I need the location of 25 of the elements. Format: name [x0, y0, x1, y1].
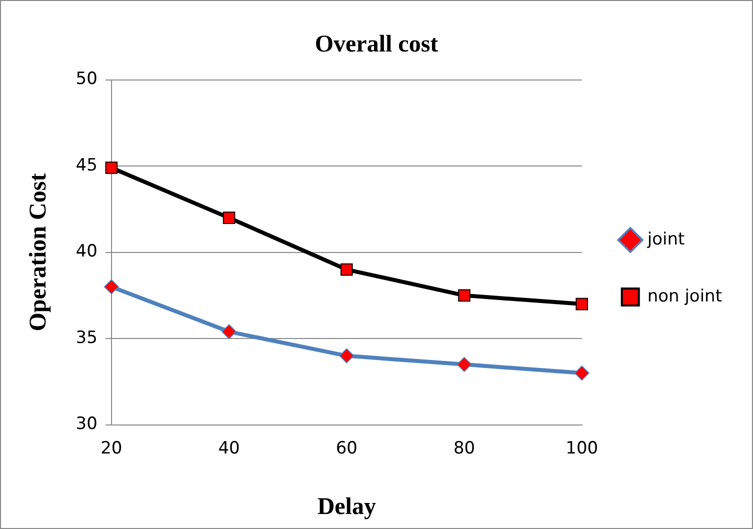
legend-label: non joint [647, 286, 722, 306]
legend-label: joint [646, 229, 685, 250]
point [458, 289, 470, 302]
point [574, 366, 590, 381]
point [222, 212, 236, 224]
point [576, 298, 588, 310]
point [456, 356, 472, 372]
point [339, 348, 354, 364]
y-tick-label: 35 [76, 328, 98, 348]
x-tick-label: 100 [566, 438, 598, 458]
point [222, 324, 237, 340]
chart-title: Overall cost [314, 32, 438, 58]
point [104, 279, 119, 294]
y-axis-title: Operation Cost [26, 173, 52, 332]
y-tick-label: 40 [76, 242, 98, 262]
point [340, 263, 353, 276]
x-axis-title: Delay [317, 494, 376, 520]
y-tick-label: 50 [76, 69, 98, 90]
y-tick-label: 45 [76, 155, 98, 176]
x-tick-label: 40 [218, 438, 240, 458]
point [105, 162, 118, 174]
y-tick-label: 30 [76, 414, 98, 434]
x-tick-label: 80 [453, 438, 476, 458]
x-tick-label: 20 [100, 438, 122, 458]
x-tick-label: 60 [336, 438, 358, 458]
